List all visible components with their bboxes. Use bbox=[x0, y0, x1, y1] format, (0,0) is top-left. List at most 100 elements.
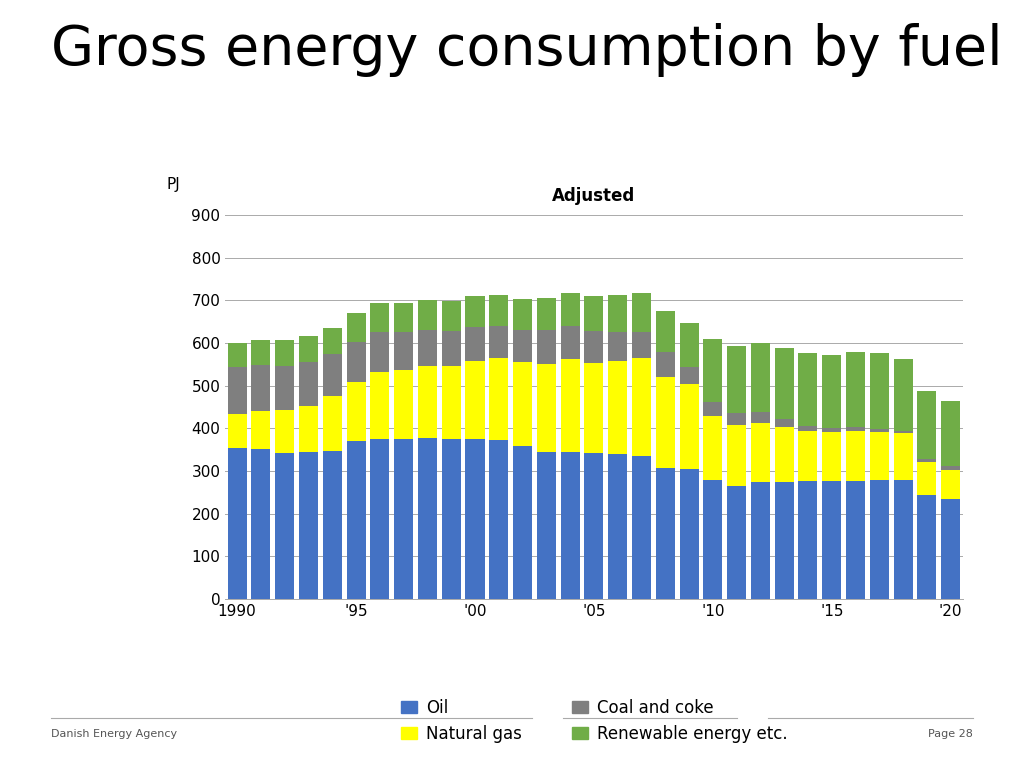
Bar bbox=[371, 439, 389, 599]
Bar bbox=[252, 366, 270, 412]
Bar bbox=[655, 311, 675, 353]
Legend: Oil, Natural gas, Coal and coke, Renewable energy etc.: Oil, Natural gas, Coal and coke, Renewab… bbox=[394, 692, 794, 750]
Bar bbox=[680, 366, 698, 385]
Bar bbox=[394, 439, 413, 599]
Bar bbox=[227, 367, 247, 414]
Bar bbox=[608, 454, 628, 599]
Bar bbox=[608, 332, 628, 361]
Bar bbox=[299, 452, 318, 599]
Bar bbox=[299, 406, 318, 452]
Bar bbox=[537, 298, 556, 330]
Bar bbox=[727, 346, 746, 413]
Bar bbox=[346, 441, 366, 599]
Bar bbox=[418, 329, 437, 366]
Bar bbox=[560, 326, 580, 359]
Text: Page 28: Page 28 bbox=[928, 730, 973, 740]
Bar bbox=[632, 455, 651, 599]
Bar bbox=[751, 423, 770, 482]
Bar bbox=[727, 425, 746, 486]
Bar bbox=[680, 469, 698, 599]
Bar bbox=[441, 366, 461, 439]
Bar bbox=[489, 440, 508, 599]
Bar bbox=[846, 481, 865, 599]
Bar bbox=[537, 363, 556, 452]
Bar bbox=[775, 482, 794, 599]
Bar bbox=[323, 328, 342, 354]
Bar bbox=[585, 362, 603, 453]
Bar bbox=[323, 396, 342, 451]
Bar bbox=[655, 468, 675, 599]
Bar bbox=[751, 412, 770, 423]
Bar bbox=[751, 482, 770, 599]
Bar bbox=[466, 361, 484, 439]
Bar bbox=[418, 438, 437, 599]
Bar bbox=[941, 498, 961, 599]
Bar bbox=[441, 301, 461, 331]
Bar bbox=[441, 439, 461, 599]
Bar bbox=[585, 331, 603, 362]
Bar bbox=[655, 353, 675, 377]
Bar bbox=[869, 353, 889, 429]
Bar bbox=[489, 358, 508, 440]
Bar bbox=[632, 293, 651, 332]
Bar bbox=[703, 481, 722, 599]
Bar bbox=[632, 359, 651, 455]
Bar bbox=[846, 427, 865, 431]
Bar bbox=[394, 303, 413, 332]
Bar bbox=[513, 446, 532, 599]
Bar bbox=[822, 432, 842, 482]
Bar bbox=[252, 449, 270, 599]
Bar bbox=[894, 481, 912, 599]
Text: PJ: PJ bbox=[166, 177, 180, 192]
Bar bbox=[346, 382, 366, 441]
Bar bbox=[799, 482, 817, 599]
Bar bbox=[775, 419, 794, 427]
Bar bbox=[537, 330, 556, 363]
Bar bbox=[775, 427, 794, 482]
Bar bbox=[585, 453, 603, 599]
Bar bbox=[299, 336, 318, 362]
Bar bbox=[227, 414, 247, 448]
Bar bbox=[466, 296, 484, 327]
Bar bbox=[394, 370, 413, 439]
Bar bbox=[371, 303, 389, 333]
Bar bbox=[299, 362, 318, 406]
Title: Adjusted: Adjusted bbox=[552, 187, 636, 205]
Bar bbox=[608, 361, 628, 454]
Bar bbox=[703, 415, 722, 481]
Bar bbox=[346, 342, 366, 382]
Bar bbox=[941, 470, 961, 498]
Bar bbox=[703, 402, 722, 415]
Bar bbox=[775, 348, 794, 419]
Bar bbox=[489, 295, 508, 326]
Bar bbox=[822, 482, 842, 599]
Bar bbox=[275, 340, 294, 366]
Bar bbox=[560, 452, 580, 599]
Bar bbox=[632, 332, 651, 359]
Bar bbox=[822, 429, 842, 432]
Bar bbox=[727, 486, 746, 599]
Bar bbox=[799, 425, 817, 431]
Bar bbox=[680, 323, 698, 366]
Bar bbox=[655, 377, 675, 468]
Bar bbox=[585, 296, 603, 331]
Bar bbox=[799, 431, 817, 482]
Bar bbox=[918, 458, 936, 462]
Bar bbox=[869, 432, 889, 481]
Bar bbox=[489, 326, 508, 358]
Bar bbox=[371, 333, 389, 372]
Bar bbox=[941, 466, 961, 470]
Bar bbox=[275, 366, 294, 410]
Bar bbox=[869, 481, 889, 599]
Bar bbox=[275, 410, 294, 453]
Bar bbox=[346, 313, 366, 342]
Bar bbox=[560, 293, 580, 326]
Bar bbox=[323, 451, 342, 599]
Bar bbox=[394, 332, 413, 370]
Bar bbox=[918, 495, 936, 599]
Bar bbox=[537, 452, 556, 599]
Bar bbox=[703, 339, 722, 402]
Bar bbox=[252, 412, 270, 449]
Bar bbox=[466, 439, 484, 599]
Bar bbox=[918, 391, 936, 458]
